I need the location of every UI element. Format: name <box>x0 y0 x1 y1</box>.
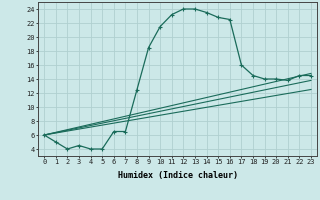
X-axis label: Humidex (Indice chaleur): Humidex (Indice chaleur) <box>118 171 238 180</box>
